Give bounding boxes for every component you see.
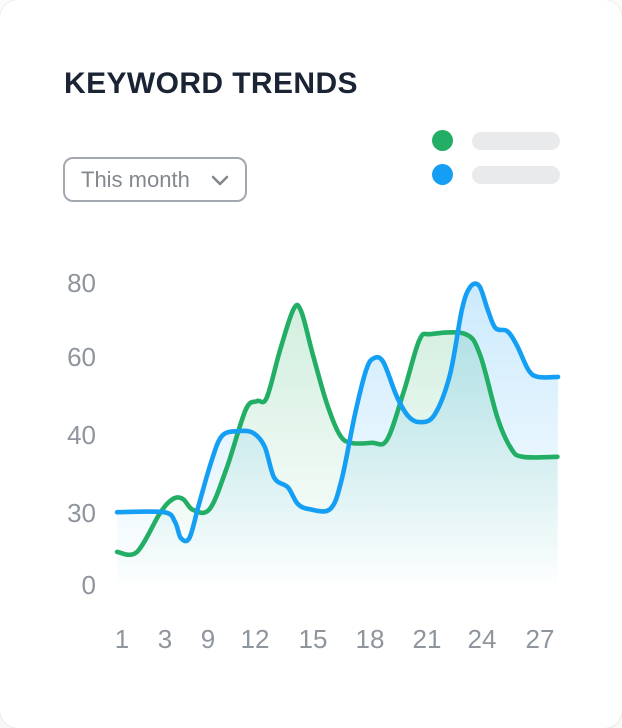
series-1-green-line xyxy=(114,302,560,558)
trend-chart xyxy=(114,281,561,585)
x-axis-label: 15 xyxy=(298,624,328,654)
x-axis-label: 27 xyxy=(525,624,555,654)
y-axis-label: 30 xyxy=(67,498,96,528)
legend-label-placeholder xyxy=(472,165,560,184)
x-axis-label: 1 xyxy=(114,624,130,654)
x-axis-label: 24 xyxy=(467,624,497,654)
legend-item xyxy=(432,164,560,185)
y-axis-label: 80 xyxy=(67,268,96,298)
legend-dot-green xyxy=(432,130,453,151)
y-axis-label: 0 xyxy=(81,570,96,600)
series-2-blue-line xyxy=(114,281,561,544)
legend-dot-blue xyxy=(432,164,453,185)
x-axis-label: 21 xyxy=(412,624,442,654)
chevron-down-icon xyxy=(211,175,229,185)
y-axis-label: 60 xyxy=(67,342,96,372)
time-range-value: This month xyxy=(81,166,190,192)
x-axis-label: 18 xyxy=(355,624,385,654)
x-axis-label: 3 xyxy=(157,624,173,654)
legend-item xyxy=(432,130,560,151)
x-axis-label: 9 xyxy=(200,624,216,654)
series-2-blue-area xyxy=(117,283,558,585)
time-range-dropdown[interactable]: This month xyxy=(63,157,247,202)
page-title: KEYWORD TRENDS xyxy=(64,67,358,100)
legend-label-placeholder xyxy=(472,131,560,150)
x-axis-label: 12 xyxy=(240,624,270,654)
y-axis-label: 40 xyxy=(67,420,96,450)
chart-legend xyxy=(432,130,560,185)
